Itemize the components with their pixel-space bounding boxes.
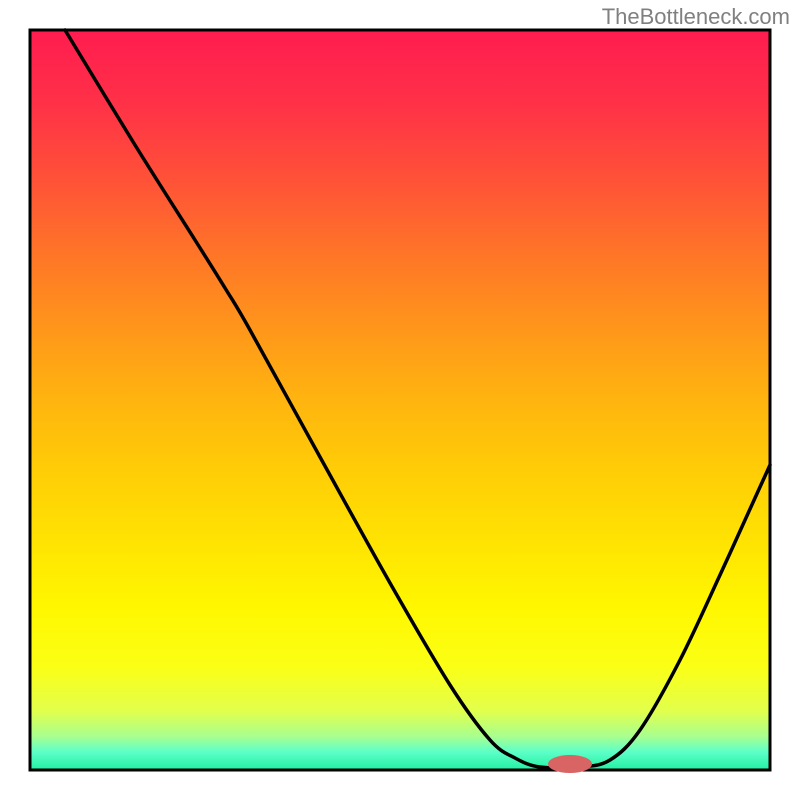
chart-background: [30, 30, 770, 770]
watermark-text: TheBottleneck.com: [602, 4, 790, 30]
chart-svg: [0, 0, 800, 800]
bottleneck-chart: [0, 0, 800, 800]
optimal-marker: [548, 755, 592, 773]
